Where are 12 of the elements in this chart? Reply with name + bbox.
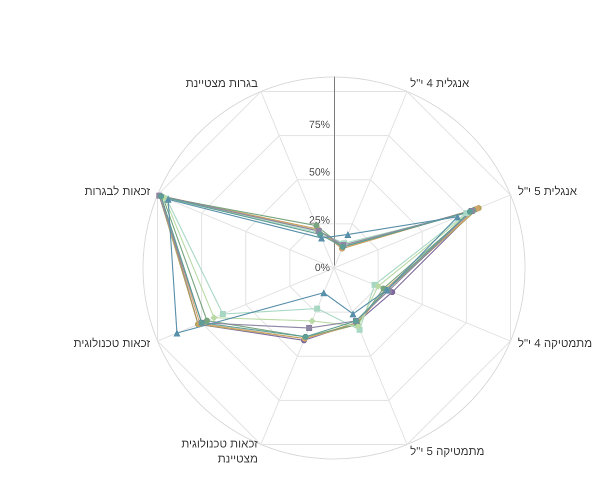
spoke-label: מתמטיקה 4 י"ל (518, 337, 592, 350)
y-tick-label: 25% (308, 214, 330, 226)
spoke-label: זכאות לבגרות (84, 184, 150, 198)
spoke-label: מתמטיקה 5 י"ל (410, 444, 484, 458)
spoke-label: זכאות טכנולוגית מצטיינת (181, 437, 258, 466)
spoke-label: זכאות טכנולוגית (74, 337, 150, 350)
spoke-label: בגרות מצטיינת (186, 78, 258, 90)
y-tick-label: 50% (308, 166, 330, 178)
y-tick-label: 0% (314, 262, 330, 274)
spoke-label: אנגלית 4 י"ל (410, 77, 470, 90)
spoke-label: אנגלית 5 י"ל (518, 184, 578, 198)
y-tick-label: 75% (308, 118, 330, 131)
